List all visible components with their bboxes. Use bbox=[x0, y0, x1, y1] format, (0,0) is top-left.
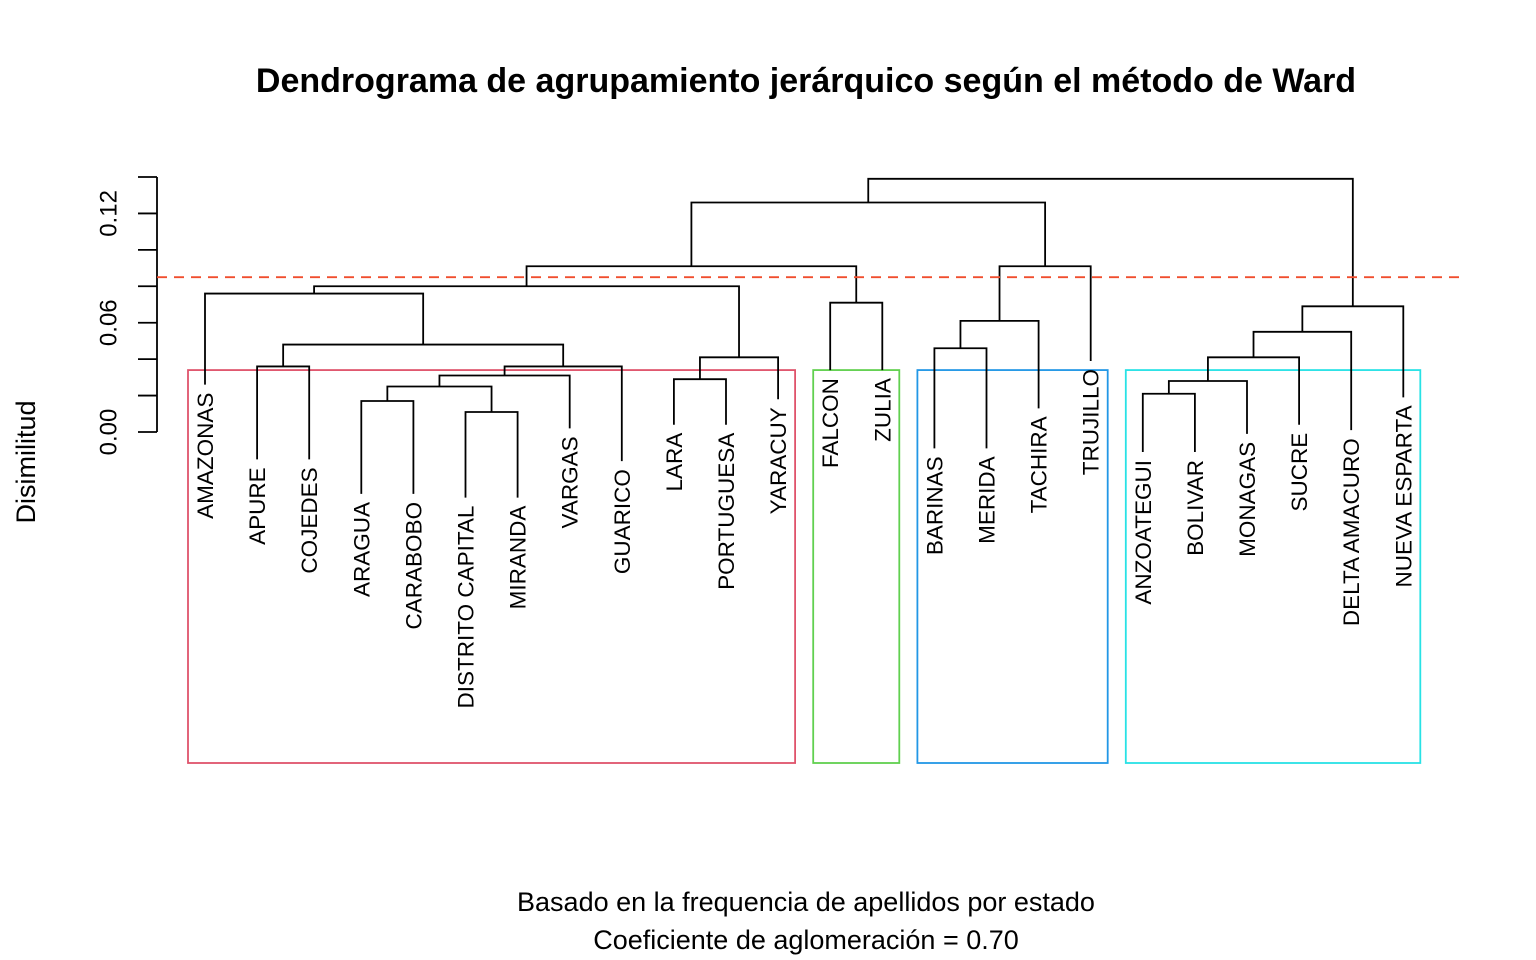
leaf-label: FALCON bbox=[818, 378, 843, 468]
dendrogram-branch bbox=[933, 347, 988, 449]
dendrogram-branch bbox=[386, 385, 493, 412]
leaf-label: MIRANDA bbox=[506, 506, 531, 610]
leaf-label: DELTA AMACURO bbox=[1339, 438, 1364, 626]
leaf-label: CARABOBO bbox=[401, 502, 426, 630]
dendrogram-branches bbox=[204, 177, 1405, 498]
dendrogram-branch bbox=[867, 177, 1354, 307]
dendrogram-branch bbox=[438, 374, 571, 429]
leaf-label: VARGAS bbox=[558, 436, 583, 528]
leaf-label: SUCRE bbox=[1287, 433, 1312, 512]
y-axis-label: Disimilitud bbox=[11, 400, 41, 523]
dendrogram-branch bbox=[360, 400, 415, 494]
dendrogram-branch bbox=[690, 201, 1047, 267]
dendrogram-branch bbox=[525, 265, 858, 303]
leaf-label: TACHIRA bbox=[1027, 416, 1052, 513]
chart-title: Dendrograma de agrupamiento jerárquico s… bbox=[256, 62, 1356, 100]
leaf-label: BOLIVAR bbox=[1183, 460, 1208, 556]
y-tick-label: 0.00 bbox=[95, 409, 122, 456]
dendrogram-branch bbox=[959, 319, 1040, 409]
dendrogram-branch bbox=[673, 378, 727, 425]
dendrogram-branch bbox=[1252, 330, 1353, 431]
leaf-label: PORTUGUESA bbox=[714, 433, 739, 590]
leaf-label: BARINAS bbox=[922, 456, 947, 555]
y-axis: 0.00 0.06 0.12 bbox=[95, 176, 158, 456]
cluster-rect bbox=[812, 369, 901, 764]
cluster-rect bbox=[1124, 369, 1422, 764]
cluster-rect bbox=[187, 369, 796, 764]
cluster-boxes bbox=[187, 369, 1422, 764]
cluster-rect bbox=[916, 369, 1109, 764]
y-tick-label: 0.12 bbox=[95, 190, 122, 237]
leaf-label: TRUJILLO bbox=[1079, 369, 1104, 475]
dendrogram-branch bbox=[503, 365, 623, 462]
dendrogram-branch bbox=[282, 343, 565, 367]
leaf-label: APURE bbox=[245, 467, 270, 545]
leaf-label: DISTRITO CAPITAL bbox=[454, 506, 479, 709]
leaf-labels: AMAZONAS APURE COJEDES ARAGUA CARABOBO DISTRI… bbox=[193, 369, 1416, 709]
dendrogram-branch bbox=[464, 411, 519, 498]
leaf-label: MONAGAS bbox=[1235, 442, 1260, 557]
subtitle-line-1: Basado en la frequencia de apellidos por… bbox=[517, 887, 1095, 917]
leaf-label: MERIDA bbox=[975, 456, 1000, 544]
leaf-label: ZULIA bbox=[870, 378, 895, 442]
dendrogram-branch bbox=[204, 292, 425, 385]
y-tick-label: 0.06 bbox=[95, 299, 122, 346]
dendrogram-branch bbox=[1207, 356, 1300, 425]
dendrogram-branch bbox=[313, 285, 740, 358]
dendrogram-branch bbox=[998, 265, 1092, 361]
dendrogram-branch bbox=[829, 301, 884, 371]
dendrogram-branch bbox=[699, 356, 779, 400]
leaf-label: ARAGUA bbox=[349, 502, 374, 597]
leaf-label: GUARICO bbox=[610, 469, 635, 574]
leaf-label: NUEVA ESPARTA bbox=[1391, 405, 1416, 587]
subtitle-line-2: Coeficiente de aglomeración = 0.70 bbox=[593, 925, 1019, 955]
leaf-label: AMAZONAS bbox=[193, 393, 218, 519]
dendrogram-branch bbox=[1141, 392, 1196, 453]
leaf-label: LARA bbox=[662, 433, 687, 492]
dendrogram-branch bbox=[1167, 380, 1248, 434]
leaf-label: YARACUY bbox=[766, 407, 791, 514]
leaf-label: ANZOATEGUI bbox=[1131, 460, 1156, 605]
dendrogram-branch bbox=[256, 365, 311, 460]
leaf-label: COJEDES bbox=[297, 467, 322, 573]
dendrogram-branch bbox=[1301, 305, 1405, 398]
